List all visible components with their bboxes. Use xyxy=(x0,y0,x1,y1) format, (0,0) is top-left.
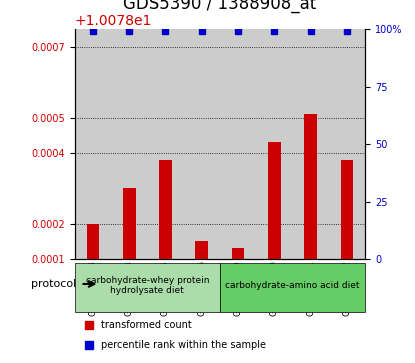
Bar xyxy=(159,160,172,259)
Bar xyxy=(304,114,317,259)
Text: percentile rank within the sample: percentile rank within the sample xyxy=(101,340,266,350)
Bar xyxy=(256,29,293,259)
Bar xyxy=(329,29,365,259)
FancyBboxPatch shape xyxy=(75,263,220,311)
Bar xyxy=(195,241,208,259)
Bar xyxy=(268,142,281,259)
Bar xyxy=(147,29,183,259)
Bar xyxy=(183,29,220,259)
Bar xyxy=(75,29,111,259)
Bar xyxy=(341,160,354,259)
Bar xyxy=(86,224,99,259)
Text: protocol: protocol xyxy=(31,279,76,289)
Bar xyxy=(293,29,329,259)
Bar xyxy=(232,249,244,259)
Bar xyxy=(123,188,136,259)
Text: carbohydrate-whey protein
hydrolysate diet: carbohydrate-whey protein hydrolysate di… xyxy=(85,276,209,295)
Title: GDS5390 / 1388908_at: GDS5390 / 1388908_at xyxy=(123,0,317,13)
Text: carbohydrate-amino acid diet: carbohydrate-amino acid diet xyxy=(225,281,360,290)
Text: transformed count: transformed count xyxy=(101,320,192,330)
FancyBboxPatch shape xyxy=(220,263,365,311)
Bar xyxy=(111,29,147,259)
Bar xyxy=(220,29,256,259)
